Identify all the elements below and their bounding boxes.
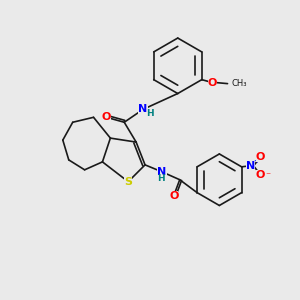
Text: +: + [253, 156, 260, 165]
Text: CH₃: CH₃ [232, 79, 247, 88]
Text: ⁻: ⁻ [265, 171, 270, 181]
Text: N: N [246, 161, 255, 171]
Text: S: S [124, 177, 132, 187]
Text: O: O [256, 152, 265, 162]
Text: H: H [157, 174, 165, 183]
Text: O: O [169, 190, 178, 201]
Text: N: N [138, 104, 148, 114]
Text: O: O [208, 78, 218, 88]
Text: N: N [157, 167, 167, 177]
Text: H: H [146, 109, 154, 118]
Text: O: O [256, 170, 265, 180]
Text: O: O [102, 112, 111, 122]
